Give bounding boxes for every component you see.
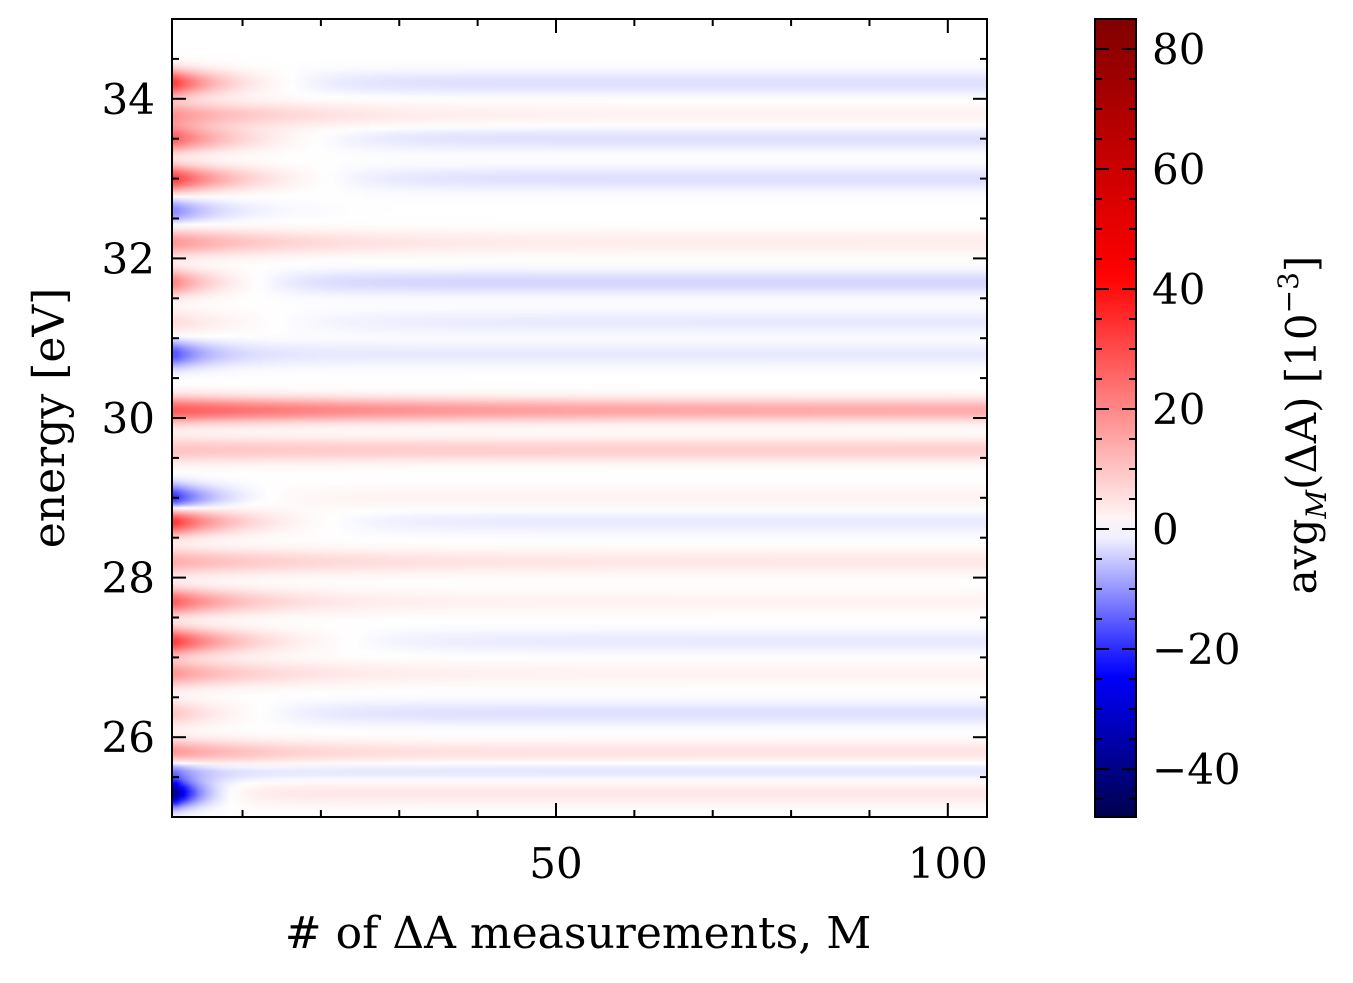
colorbar-label-expr: (ΔA) [10 (1277, 313, 1326, 490)
y-tick-label: 30 (102, 394, 155, 443)
colorbar-tick-label: −40 (1152, 745, 1241, 794)
colorbar-frame (1094, 18, 1137, 818)
heatmap-cells (172, 19, 987, 817)
colorbar-label-subscript: M (1300, 489, 1333, 520)
colorbar-label-avg: avg (1277, 519, 1326, 595)
x-tick-label: 50 (529, 839, 582, 888)
colorbar-tick-label: 60 (1152, 145, 1205, 194)
x-axis-ticks: 50 100 (241, 19, 988, 888)
y-tick-label: 26 (102, 713, 155, 762)
y-axis-ticks: 26 28 30 32 34 (102, 18, 987, 779)
y-tick-label: 32 (102, 234, 155, 283)
colorbar-tick-label: −20 (1152, 625, 1241, 674)
x-tick-label: 100 (908, 839, 988, 888)
colorbar-tick-label: 40 (1152, 265, 1205, 314)
colorbar-label-exponent: −3 (1272, 272, 1305, 313)
colorbar-tick-label: 20 (1152, 385, 1205, 434)
heatmap-image (172, 19, 987, 817)
colorbar-ticks: 80 60 40 20 0 −20 −40 (1095, 18, 1241, 800)
colorbar-label: avgM(ΔA) [10−3] (1272, 256, 1333, 595)
colorbar-tick-label: 80 (1152, 25, 1205, 74)
colorbar-tick-label: 0 (1152, 505, 1179, 554)
y-axis-label: energy [eV] (24, 288, 75, 549)
y-tick-label: 28 (102, 554, 155, 603)
colorbar (1095, 19, 1136, 817)
colorbar-label-close: ] (1277, 256, 1326, 272)
x-axis-label: # of ΔA measurements, M (285, 908, 872, 959)
y-tick-label: 34 (102, 75, 155, 124)
